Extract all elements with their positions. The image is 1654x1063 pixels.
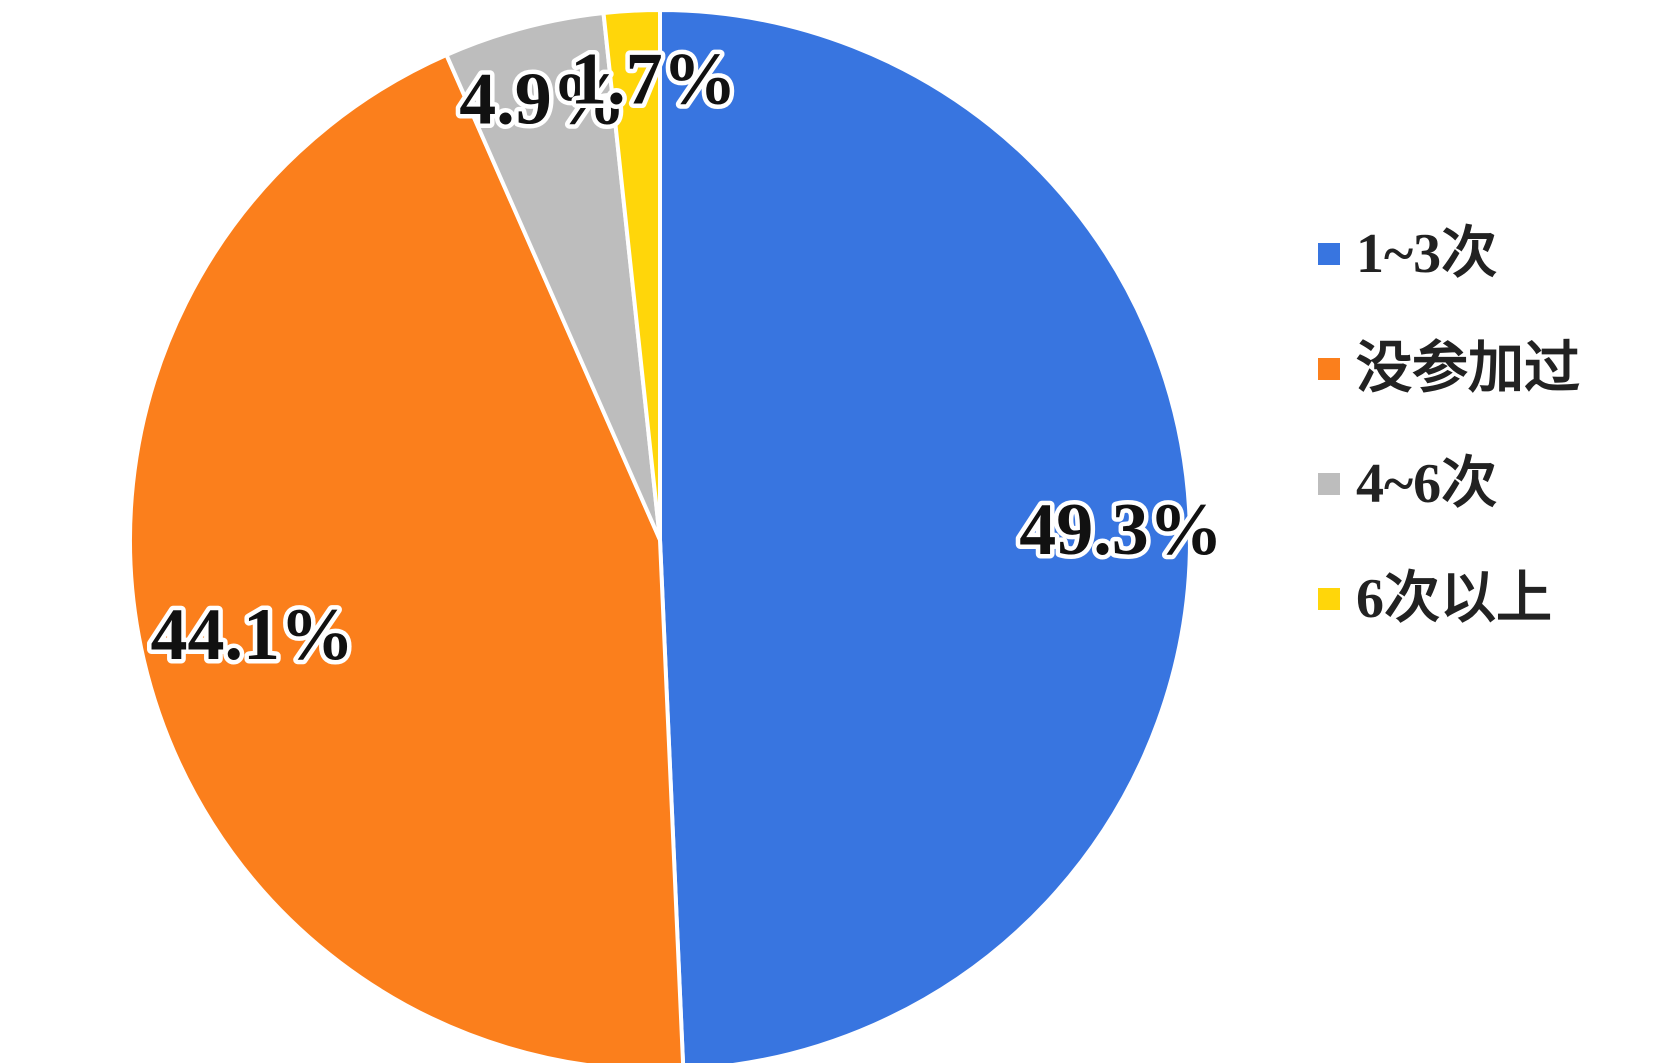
legend-label: 6次以上 <box>1356 568 1552 630</box>
data-label: 4.9% <box>459 59 626 141</box>
pie-slices <box>127 8 1193 1063</box>
legend-label: 没参加过 <box>1356 338 1580 400</box>
legend-swatch <box>1318 588 1340 610</box>
pie-slice <box>127 52 686 1063</box>
legend-item: 6次以上 <box>1318 568 1552 630</box>
data-label: 1.7% <box>570 39 737 121</box>
legend-swatch <box>1318 243 1340 265</box>
legend-swatch <box>1318 473 1340 495</box>
pie-slice <box>444 11 662 542</box>
pie-slice <box>601 8 662 542</box>
legend-label: 4~6次 <box>1356 453 1497 515</box>
data-label: 44.1% <box>151 594 355 676</box>
legend-swatch <box>1318 358 1340 380</box>
data-labels: 49.3% 44.1% 4.9%1.7% <box>146 34 1227 681</box>
data-label: 49.3% <box>1019 489 1223 571</box>
legend-item: 4~6次 <box>1318 453 1497 515</box>
legend-item: 没参加过 <box>1318 338 1580 400</box>
pie-slice <box>658 8 1193 1063</box>
legend-item: 1~3次 <box>1318 223 1497 285</box>
legend-label: 1~3次 <box>1356 223 1497 285</box>
